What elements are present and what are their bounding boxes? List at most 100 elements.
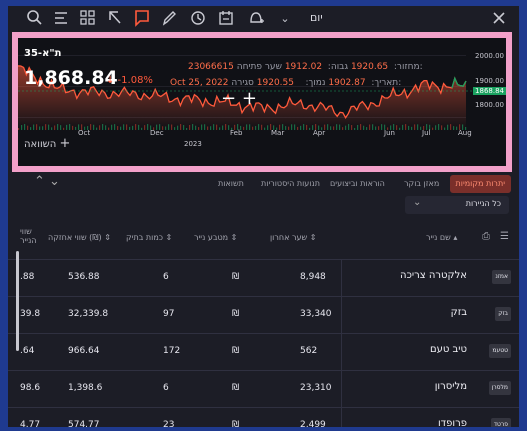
volume-bar (378, 126, 380, 130)
volume-bar (261, 124, 263, 130)
cell-qty: 23 (163, 420, 175, 427)
volume-bar (246, 124, 248, 130)
volume-bar (228, 125, 230, 130)
table-row[interactable]: .88 536.88 6 ₪ 8,948 אלקטרה צריכה אמזנ (8, 260, 519, 297)
volume-bar (180, 124, 182, 130)
tab-history[interactable]: תנועות היסטוריות (261, 179, 320, 188)
volume-bar (255, 126, 257, 130)
volume-bar (78, 124, 80, 130)
x-tick-label: Apr (313, 129, 326, 137)
comment-icon[interactable] (134, 9, 152, 29)
col-name[interactable]: שם נייר ▴ (426, 233, 458, 242)
x-tick-label: Mar (271, 129, 285, 137)
volume-bar (369, 124, 371, 130)
chevron-down-icon[interactable]: ⌄ (280, 12, 290, 25)
volume-bar (465, 126, 467, 130)
volume-bar (99, 125, 101, 130)
symbol-label: 35-ת"א (24, 48, 62, 59)
volume-bar (69, 124, 71, 130)
cell-name: אלקטרה צריכה (400, 270, 467, 281)
column-divider (341, 297, 342, 333)
col-qty[interactable]: כמות בתיק ⇕ (126, 233, 173, 242)
cell-name: בזק (450, 307, 467, 318)
pen-icon[interactable] (162, 9, 178, 29)
volume-bar (399, 127, 401, 130)
table-row[interactable]: 98.6 1,398.6 6 ₪ 23,310 מליסרון מלסרן (8, 371, 519, 408)
table-row[interactable]: 4.77 574.77 23 ₪ 2,499 פרופדו פרטד (8, 408, 519, 427)
volume-bar (81, 124, 83, 130)
volume-bar (318, 125, 320, 130)
history-icon[interactable] (190, 9, 208, 29)
zoom-out-button[interactable]: − (221, 88, 237, 109)
securities-filter[interactable]: ⌄ כל הניירות (405, 196, 509, 214)
tab-returns[interactable]: תשואות (218, 179, 244, 188)
volume-bar (429, 124, 431, 130)
table-row[interactable]: 39.8 32,339.8 97 ₪ 33,340 בזק בזק (8, 297, 519, 334)
collapse-icon[interactable]: ⌃ ⌄ (34, 174, 60, 189)
volume-bar (279, 124, 281, 130)
app-window: ⌄ יום 35-ת"א 1,868.84 ↓ -1.08% 23066615 … (8, 6, 519, 427)
table-scrollbar[interactable] (16, 251, 19, 351)
volume-bar (309, 127, 311, 130)
volume-bar (321, 127, 323, 130)
volume-bar (300, 125, 302, 130)
zoom-in-button[interactable]: + (241, 88, 257, 109)
price-chart[interactable]: 35-ת"א 1,868.84 ↓ -1.08% 23066615 מחזור:… (12, 32, 512, 172)
volume-bar (120, 126, 122, 130)
volume-bar (360, 124, 362, 130)
volume-bar (357, 124, 359, 130)
filter-label: כל הניירות (465, 199, 501, 208)
grid-icon[interactable] (80, 9, 96, 29)
calendar-icon[interactable] (218, 9, 236, 29)
tab-local-holdings[interactable]: יתרות מקומיות (449, 175, 511, 193)
table-row[interactable]: .64 966.64 172 ₪ 562 טיב טעם טטעמ (8, 334, 519, 371)
col-value[interactable]: שווי הנייר (20, 227, 37, 245)
portfolio-tabs: ⌃ ⌄ תשואות תנועות היסטוריות הוראות וביצו… (8, 172, 519, 196)
volume-bar (450, 124, 452, 130)
volume-bar (312, 125, 314, 130)
menu-icon[interactable] (54, 9, 70, 29)
cell-holding: 574.77 (68, 420, 100, 427)
alert-icon[interactable] (248, 9, 266, 29)
volume-bar (177, 125, 179, 130)
col-currency[interactable]: מטבע נייר ⇕ (194, 233, 238, 242)
volume-bar (30, 127, 32, 130)
volume-bar (267, 125, 269, 130)
volume-bar (432, 127, 434, 130)
col-last[interactable]: שער אחרון ⇕ (270, 233, 317, 242)
volume-bar (111, 124, 113, 130)
volume-bar (204, 124, 206, 130)
volume-bar (333, 126, 335, 130)
volume-bar (45, 124, 47, 130)
volume-bar (393, 124, 395, 130)
chart-canvas[interactable] (18, 38, 506, 166)
volume-bar (351, 125, 353, 130)
volume-bar (174, 127, 176, 130)
table-header: שווי הנייר שווי אחזקה (₪) ⇕ כמות בתיק ⇕ מ… (8, 219, 519, 260)
tab-orders[interactable]: הוראות וביצועים (330, 179, 385, 188)
volume-bar (135, 124, 137, 130)
low-label: נמוך: (305, 78, 326, 88)
close-icon[interactable] (492, 9, 510, 29)
volume-bar (363, 125, 365, 130)
price-line (18, 65, 467, 119)
export-icon[interactable]: ⎙ (482, 231, 490, 242)
symbol-badge: פרטד (490, 418, 511, 427)
columns-icon[interactable]: ☰ (500, 231, 509, 242)
period-selector[interactable]: יום (310, 11, 323, 24)
chart-toolbar: ⌄ יום (8, 6, 519, 32)
tab-morning-balance[interactable]: מאזן בוקר (404, 179, 440, 188)
volume-bar (405, 124, 407, 130)
compare-button[interactable]: השוואה + (24, 136, 70, 151)
volume-bar (48, 124, 50, 130)
volume-bar (42, 126, 44, 130)
volume-bar (114, 124, 116, 130)
col-holding[interactable]: שווי אחזקה (₪) ⇕ (48, 233, 111, 242)
volume-bar (420, 126, 422, 130)
cell-qty: 97 (163, 309, 175, 319)
volume-bar (396, 125, 398, 130)
cursor-icon[interactable] (108, 9, 124, 29)
x-tick-label: Oct (78, 129, 91, 137)
high-label: גבוה: (327, 62, 349, 72)
search-icon[interactable] (26, 9, 44, 29)
